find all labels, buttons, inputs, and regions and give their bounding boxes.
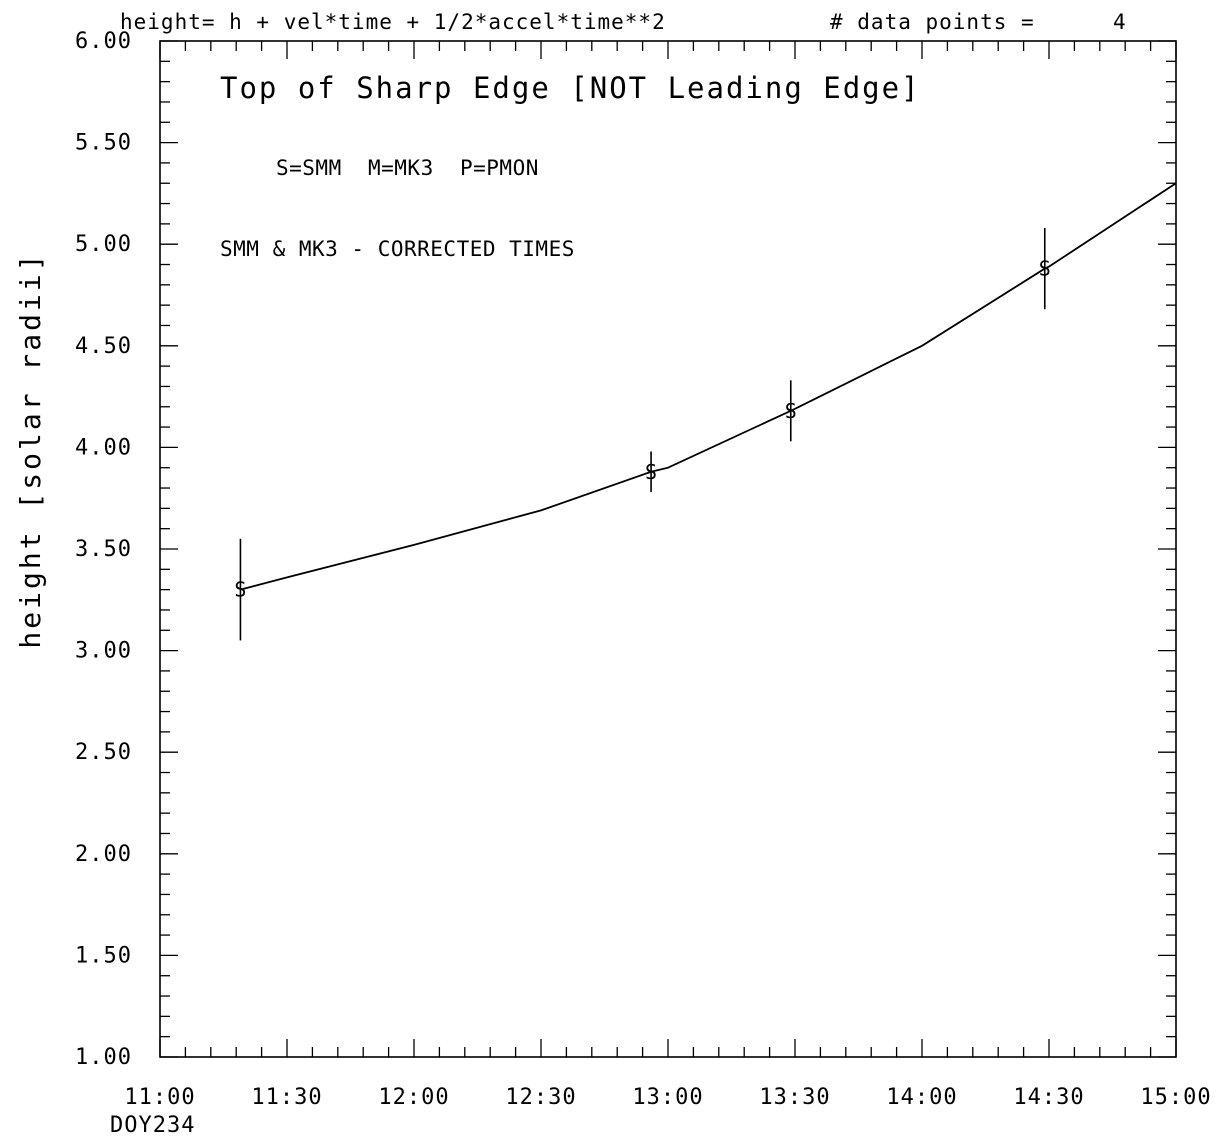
y-tick-label: 3.50 <box>75 537 132 562</box>
corrected-times-note: SMM & MK3 - CORRECTED TIMES <box>220 237 575 261</box>
y-tick-label: 1.50 <box>75 943 132 968</box>
x-tick-label: 13:30 <box>759 1085 830 1110</box>
y-tick-label: 4.00 <box>75 435 132 460</box>
data-point-marker: S <box>785 399 797 423</box>
axis-ticks <box>159 40 1177 1058</box>
x-tick-label: 11:30 <box>251 1085 322 1110</box>
y-tick-label: 2.00 <box>75 842 132 867</box>
data-point-marker: S <box>234 578 246 602</box>
x-tick-label: 15:00 <box>1140 1085 1211 1110</box>
plot-frame <box>159 40 1177 1058</box>
y-tick-label: 1.00 <box>75 1045 132 1070</box>
data-points-label: # data points = <box>830 10 1035 34</box>
data-point-marker: S <box>1039 257 1051 281</box>
x-tick-label: 13:00 <box>632 1085 703 1110</box>
x-tick-label: 12:00 <box>378 1085 449 1110</box>
x-tick-label: 11:00 <box>124 1085 195 1110</box>
y-tick-label: 3.00 <box>75 639 132 664</box>
x-tick-label: 14:00 <box>886 1085 957 1110</box>
plot-border <box>159 40 1177 1058</box>
y-tick-label: 6.00 <box>75 29 132 54</box>
y-tick-label: 4.50 <box>75 334 132 359</box>
x-tick-label: 12:30 <box>505 1085 576 1110</box>
x-tick-label: 14:30 <box>1013 1085 1084 1110</box>
fit-formula-text: height= h + vel*time + 1/2*accel*time**2 <box>120 10 666 34</box>
x-axis-sublabel: DOY234 <box>110 1113 195 1138</box>
tick-labels: 11:00 11:30 12:00 12:30 13:00 13:30 14:00 14:30… <box>75 29 1211 1110</box>
y-tick-label: 2.50 <box>75 740 132 765</box>
y-axis-label: height [solar radii] <box>14 251 47 648</box>
chart-title: Top of Sharp Edge [NOT Leading Edge] <box>220 71 921 105</box>
instrument-legend: S=SMM M=MK3 P=PMON <box>276 156 539 180</box>
chart-header: height= h + vel*time + 1/2*accel*time**2… <box>120 10 1127 34</box>
data-points-value: 4 <box>1113 10 1127 34</box>
data-points-layer: S S S S <box>234 227 1051 641</box>
y-tick-label: 5.00 <box>75 232 132 257</box>
y-tick-label: 5.50 <box>75 131 132 156</box>
data-point-marker: S <box>645 460 657 484</box>
